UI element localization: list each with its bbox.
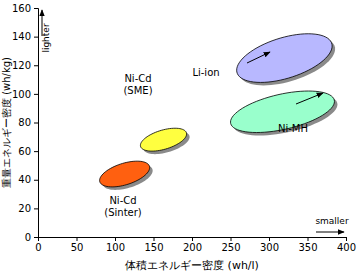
x-axis-line	[39, 238, 347, 242]
x-tick-label: 0	[35, 242, 41, 253]
x-tick-mark	[192, 237, 193, 241]
x-tick-mark	[346, 237, 347, 241]
x-tick-mark	[231, 237, 232, 241]
x-tick: 250	[221, 237, 240, 253]
region	[140, 128, 186, 151]
x-axis-title: 体積エネルギー密度 (wh/l)	[125, 259, 259, 272]
x-tick-mark	[115, 237, 116, 241]
y-tick-label: 20	[18, 203, 31, 214]
arrows	[42, 10, 344, 232]
x-tick: 350	[298, 237, 317, 253]
y-tick-mark	[34, 208, 38, 209]
y-axis-line	[34, 9, 39, 238]
region	[237, 34, 332, 83]
x-axis: 0 50 100 150 200 250 300 350 400	[35, 237, 356, 253]
x-tick: 150	[144, 237, 163, 253]
x-tick-label: 400	[337, 242, 356, 253]
y-tick-mark	[34, 65, 38, 66]
annotation: lighter	[41, 23, 51, 52]
x-tick-label: 250	[221, 242, 240, 253]
x-tick-label: 150	[144, 242, 163, 253]
y-tick-label: 40	[18, 174, 31, 185]
arrow	[316, 232, 344, 233]
y-tick: 120	[12, 60, 38, 71]
y-tick-label: 80	[18, 117, 31, 128]
x-tick-label: 350	[298, 242, 317, 253]
x-tick-label: 200	[183, 242, 202, 253]
x-tick-label: 50	[71, 242, 84, 253]
y-tick-label: 60	[18, 146, 31, 157]
y-axis-title: 重量エネルギー密度 (wh/kg)	[1, 57, 12, 188]
x-tick: 300	[260, 237, 279, 253]
x-tick: 0	[35, 237, 41, 253]
x-tick-mark	[308, 237, 309, 241]
chart: 0 50 100 150 200 250 300 350 400 0 20 40 60 80 100 120 1…	[0, 0, 359, 273]
x-tick-label: 100	[106, 242, 125, 253]
y-tick: 160	[12, 3, 38, 14]
region-label: Ni-Cd(SME)	[123, 73, 152, 96]
x-tick-mark	[269, 237, 270, 241]
y-tick: 140	[12, 31, 38, 42]
y-axis: 0 20 40 60 80 100 120 140 160	[12, 3, 39, 243]
regions	[100, 34, 338, 190]
plot: 0 50 100 150 200 250 300 350 400 0 20 40 60 80 100 120 1…	[12, 3, 356, 253]
x-tick: 50	[71, 237, 84, 253]
y-tick-label: 100	[12, 89, 31, 100]
y-tick-mark	[34, 123, 38, 124]
arrow	[296, 93, 323, 104]
x-tick: 400	[337, 237, 356, 253]
y-tick-label: 160	[12, 3, 31, 14]
x-tick-label: 300	[260, 242, 279, 253]
region-label: Ni-MH	[278, 123, 308, 134]
y-tick-mark	[34, 237, 38, 238]
region-label: Li-ion	[192, 67, 219, 78]
region	[100, 161, 150, 187]
y-tick: 100	[12, 89, 38, 100]
annotation: smaller	[315, 216, 349, 226]
x-tick: 200	[183, 237, 202, 253]
y-tick-mark	[34, 37, 38, 38]
y-tick: 0	[25, 232, 38, 243]
x-tick: 100	[106, 237, 125, 253]
y-tick: 80	[18, 117, 38, 128]
y-tick-label: 0	[25, 232, 31, 243]
y-tick: 20	[18, 203, 38, 214]
region-labels: Ni-Cd(Sinter) Ni-Cd(SME) Ni-MH Li-ion	[104, 67, 308, 218]
region-label: Ni-Cd(Sinter)	[104, 195, 142, 218]
y-tick-mark	[34, 94, 38, 95]
y-tick-label: 120	[12, 60, 31, 71]
y-tick-mark	[34, 8, 38, 9]
x-tick-mark	[77, 237, 78, 241]
y-tick-mark	[34, 151, 38, 152]
y-tick-label: 140	[12, 31, 31, 42]
y-tick-mark	[34, 180, 38, 181]
x-tick-mark	[154, 237, 155, 241]
arrow	[247, 52, 270, 63]
y-tick: 60	[18, 146, 38, 157]
y-tick: 40	[18, 174, 38, 185]
